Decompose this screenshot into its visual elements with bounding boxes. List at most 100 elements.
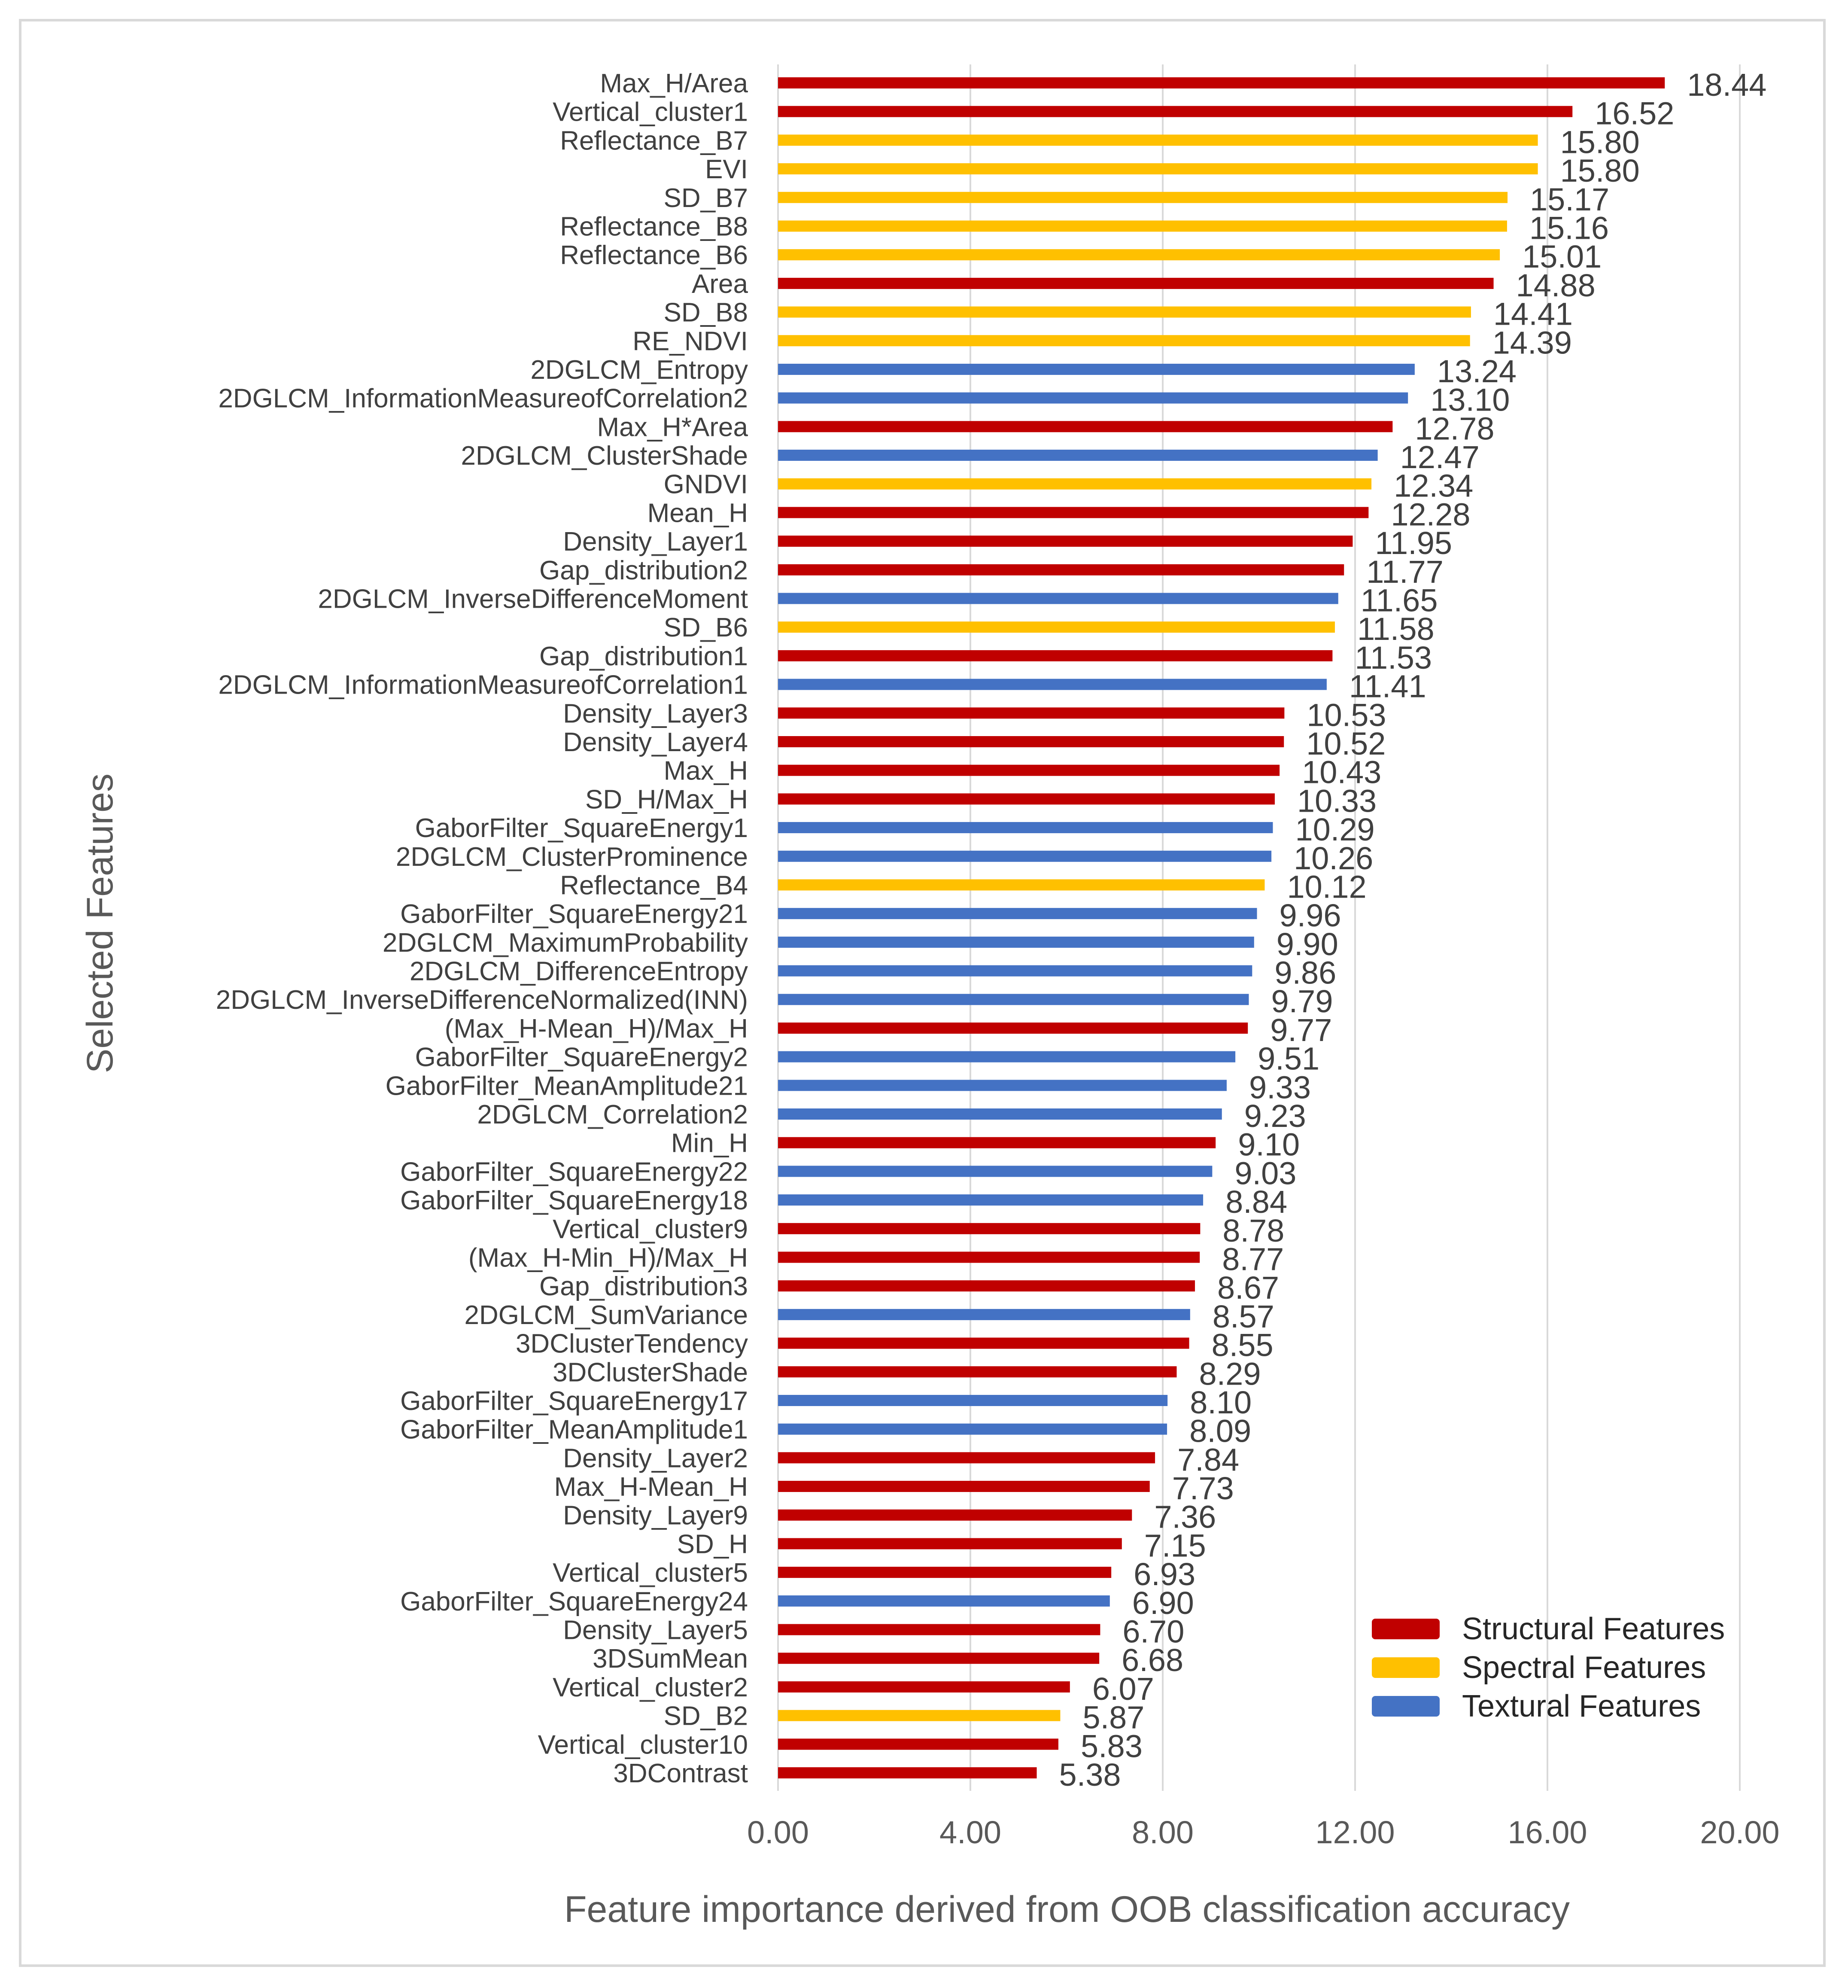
- bar: [778, 1108, 1222, 1120]
- bar: [778, 908, 1257, 919]
- bar: [778, 1767, 1037, 1778]
- value-label: 9.86: [1274, 955, 1336, 991]
- value-label: 6.68: [1122, 1642, 1183, 1678]
- x-axis-title: Feature importance derived from OOB clas…: [564, 1889, 1570, 1930]
- value-label: 14.88: [1516, 268, 1596, 303]
- category-label: GaborFilter_MeanAmplitude21: [386, 1071, 748, 1101]
- bar: [778, 1595, 1110, 1607]
- y-axis-title: Selected Features: [79, 773, 121, 1073]
- value-label: 9.33: [1249, 1069, 1311, 1105]
- category-label: Reflectance_B8: [560, 212, 748, 241]
- bar: [778, 421, 1393, 432]
- category-label: GaborFilter_SquareEnergy1: [415, 813, 748, 843]
- value-label: 9.51: [1258, 1041, 1319, 1077]
- category-label: SD_H/Max_H: [585, 785, 748, 814]
- bar: [778, 450, 1378, 461]
- value-labels: 18.4416.5215.8015.8015.1715.1615.0114.88…: [1059, 67, 1767, 1793]
- value-label: 8.55: [1212, 1327, 1274, 1363]
- category-label: Vertical_cluster10: [538, 1730, 748, 1760]
- category-label: 2DGLCM_InformationMeasureofCorrelation1: [218, 670, 748, 700]
- legend-swatch: [1372, 1619, 1440, 1639]
- bar: [778, 1653, 1100, 1664]
- bar: [778, 1681, 1070, 1693]
- value-label: 9.23: [1244, 1098, 1306, 1134]
- value-label: 8.57: [1213, 1299, 1274, 1334]
- bar: [778, 850, 1272, 862]
- value-label: 6.70: [1122, 1614, 1184, 1650]
- bar: [778, 536, 1353, 547]
- value-label: 10.12: [1287, 869, 1366, 904]
- bar: [778, 707, 1285, 719]
- category-label: GNDVI: [664, 470, 748, 499]
- value-label: 10.33: [1297, 783, 1377, 819]
- value-label: 11.58: [1357, 611, 1435, 647]
- bar: [778, 1710, 1061, 1721]
- category-label: EVI: [705, 155, 748, 184]
- x-tick-labels: 0.00 4.00 8.00 12.00 16.00 20.00: [747, 1814, 1780, 1850]
- value-label: 5.83: [1081, 1728, 1143, 1764]
- value-label: 14.41: [1493, 296, 1573, 332]
- value-label: 6.07: [1092, 1671, 1154, 1707]
- category-label: 2DGLCM_ClusterShade: [461, 441, 748, 471]
- category-label: 2DGLCM_MaximumProbability: [383, 928, 748, 958]
- bar: [778, 1337, 1189, 1349]
- bar: [778, 77, 1665, 88]
- bar: [778, 1509, 1132, 1521]
- value-label: 7.73: [1172, 1470, 1234, 1506]
- bar: [778, 1251, 1200, 1263]
- value-label: 7.15: [1144, 1528, 1206, 1563]
- value-label: 8.78: [1222, 1213, 1284, 1248]
- category-labels: Max_H/AreaVertical_cluster1Reflectance_B…: [216, 69, 748, 1788]
- value-label: 10.53: [1307, 697, 1386, 733]
- category-label: SD_B8: [664, 298, 748, 328]
- category-label: SD_H: [677, 1529, 748, 1559]
- category-label: Density_Layer3: [563, 699, 748, 728]
- category-label: (Max_H-Min_H)/Max_H: [468, 1243, 748, 1273]
- category-label: GaborFilter_SquareEnergy2: [415, 1043, 748, 1072]
- category-label: Density_Layer1: [563, 527, 748, 557]
- bar: [778, 1051, 1236, 1062]
- category-label: Max_H*Area: [597, 412, 748, 442]
- legend-label: Textural Features: [1462, 1689, 1701, 1723]
- bar: [778, 1309, 1190, 1320]
- category-label: Density_Layer2: [563, 1443, 748, 1473]
- x-tick-label: 0.00: [747, 1814, 809, 1850]
- value-label: 8.77: [1222, 1241, 1284, 1277]
- x-tick-label: 12.00: [1315, 1814, 1395, 1850]
- value-label: 11.77: [1366, 554, 1444, 590]
- category-label: GaborFilter_MeanAmplitude1: [400, 1415, 748, 1445]
- bar: [778, 564, 1344, 575]
- category-label: Vertical_cluster1: [553, 97, 748, 127]
- category-label: Min_H: [671, 1129, 748, 1158]
- bar: [778, 1080, 1227, 1091]
- bar: [778, 1022, 1248, 1034]
- value-label: 9.03: [1234, 1155, 1296, 1191]
- category-label: 2DGLCM_InverseDifferenceMoment: [318, 585, 748, 614]
- category-label: GaborFilter_SquareEnergy24: [400, 1587, 748, 1617]
- category-label: 2DGLCM_InverseDifferenceNormalized(INN): [216, 985, 748, 1015]
- value-label: 15.17: [1530, 182, 1609, 217]
- bar: [778, 593, 1338, 604]
- category-label: GaborFilter_SquareEnergy21: [400, 899, 748, 929]
- x-tick-label: 4.00: [939, 1814, 1001, 1850]
- category-label: RE_NDVI: [632, 326, 748, 356]
- value-label: 11.41: [1349, 669, 1426, 704]
- category-label: Mean_H: [647, 498, 748, 528]
- value-label: 9.96: [1280, 898, 1341, 933]
- category-label: Gap_distribution1: [539, 642, 748, 671]
- bar: [778, 793, 1275, 805]
- value-label: 9.10: [1238, 1127, 1300, 1163]
- category-label: 2DGLCM_InformationMeasureofCorrelation2: [218, 384, 748, 414]
- category-label: Reflectance_B6: [560, 241, 748, 270]
- gridlines: [970, 64, 1741, 1791]
- value-label: 5.87: [1082, 1700, 1144, 1735]
- category-label: GaborFilter_SquareEnergy22: [400, 1157, 748, 1187]
- category-label: Max_H-Mean_H: [554, 1472, 748, 1502]
- value-label: 14.39: [1492, 325, 1572, 360]
- value-label: 8.67: [1217, 1270, 1279, 1306]
- category-label: 2DGLCM_Entropy: [530, 355, 748, 385]
- value-label: 9.79: [1271, 983, 1333, 1019]
- bar: [778, 1624, 1100, 1635]
- bar: [778, 822, 1273, 834]
- value-label: 13.24: [1437, 353, 1517, 389]
